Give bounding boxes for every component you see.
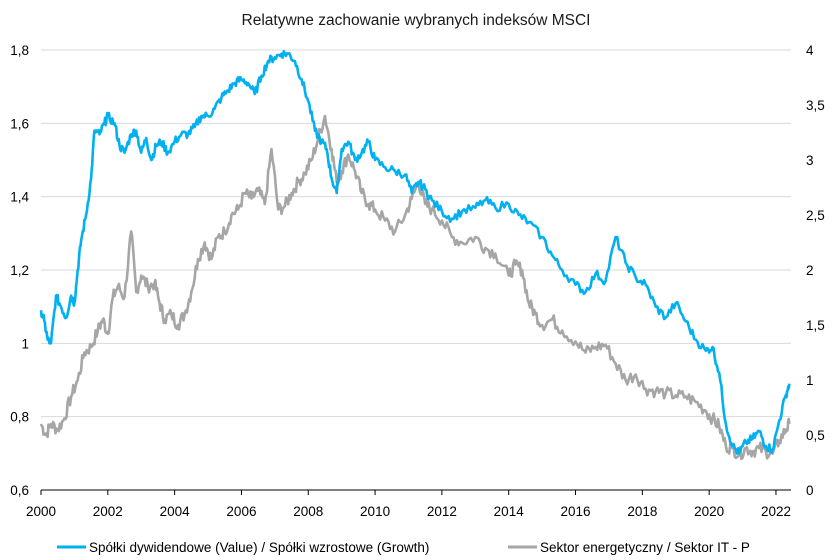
x-tick-label: 2014 [494, 504, 525, 519]
x-tick-label: 2010 [360, 504, 390, 519]
right-tick-label: 3 [806, 153, 814, 168]
x-tick-label: 2018 [627, 504, 657, 519]
series-line-value-growth [39, 49, 791, 455]
right-tick-label: 1 [806, 373, 814, 388]
legend: Spółki dywidendowe (Value) / Spółki wzro… [57, 540, 750, 555]
x-tick-label: 2006 [226, 504, 256, 519]
x-tick-label: 2004 [160, 504, 191, 519]
right-tick-label: 4 [806, 43, 814, 58]
x-tick-label: 2008 [293, 504, 323, 519]
right-tick-label: 3,5 [806, 98, 825, 113]
right-tick-label: 2 [806, 263, 814, 278]
right-axis-ticks: 0 0,5 1 1,5 2 2,5 3 3,5 4 [806, 43, 825, 498]
x-tick-label: 2000 [26, 504, 56, 519]
left-tick-label: 1,2 [10, 263, 29, 278]
right-tick-label: 0,5 [806, 428, 825, 443]
left-tick-label: 1,4 [10, 190, 29, 205]
legend-label-energy-it: Sektor energetyczny / Sektor IT - P [540, 540, 750, 555]
right-tick-label: 1,5 [806, 318, 825, 333]
x-tick-label: 2012 [427, 504, 457, 519]
left-axis-ticks: 0,6 0,8 1 1,2 1,4 1,6 1,8 [10, 43, 29, 498]
x-tick-label: 2020 [694, 504, 724, 519]
left-tick-label: 1,6 [10, 116, 29, 131]
left-tick-label: 0,8 [10, 410, 29, 425]
left-tick-label: 1,8 [10, 43, 29, 58]
gridlines [41, 49, 791, 418]
x-tick-label: 2022 [761, 504, 791, 519]
series-lines [39, 49, 791, 461]
x-tick-label: 2002 [93, 504, 123, 519]
legend-label-value-growth: Spółki dywidendowe (Value) / Spółki wzro… [89, 540, 429, 555]
series-line-energy-it [39, 114, 791, 461]
chart-title: Relatywne zachowanie wybranych indeksów … [242, 12, 591, 29]
left-tick-label: 1 [21, 336, 29, 351]
right-tick-label: 0 [806, 483, 814, 498]
right-tick-label: 2,5 [806, 208, 825, 223]
x-tick-label: 2016 [560, 504, 590, 519]
x-axis: 2000 2002 2004 2006 2008 2010 2012 2014 2016 2018… [26, 489, 791, 519]
left-tick-label: 0,6 [10, 483, 29, 498]
